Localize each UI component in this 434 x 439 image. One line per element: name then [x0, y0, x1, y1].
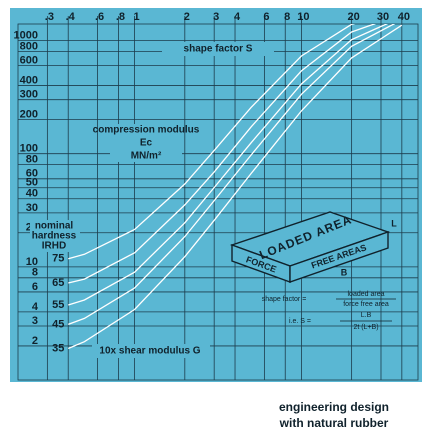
- annotation: L: [391, 218, 397, 228]
- annotation: i.e. S =: [289, 318, 311, 325]
- x-tick-label: .6: [95, 11, 104, 23]
- y-tick-label: 40: [26, 188, 38, 200]
- right-face: [289, 231, 389, 283]
- y-tick-label: 200: [20, 109, 38, 121]
- x-tick-label: 10: [297, 11, 309, 23]
- label-bg: [162, 42, 274, 56]
- x-tick-label: .8: [116, 11, 125, 23]
- label-bg: [92, 344, 210, 358]
- x-tick-label: 4: [234, 11, 241, 23]
- y-tick-label: 8: [32, 267, 38, 279]
- y-tick-label: 100: [20, 143, 38, 155]
- x-tick-label: .3: [45, 11, 54, 23]
- legend-label: 75: [52, 253, 64, 265]
- x-tick-label: .4: [66, 11, 76, 23]
- y-tick-label: 10: [26, 256, 38, 268]
- y-tick-label: 800: [20, 40, 38, 52]
- annotation: L.B: [361, 312, 372, 319]
- annotation: Ec: [140, 138, 153, 149]
- y-tick-label: 4: [32, 301, 39, 313]
- x-tick-label: 30: [377, 11, 389, 23]
- annotation: 2t (L+B): [353, 324, 378, 331]
- annotation: hardness: [32, 231, 77, 242]
- x-tick-label: 3: [213, 11, 219, 23]
- legend-label: 35: [52, 342, 64, 354]
- panel: [10, 8, 422, 382]
- label-bg: [30, 220, 80, 252]
- x-tick-label: 1: [134, 11, 140, 23]
- annotation: force free area: [343, 301, 389, 308]
- annotation: shape factor =: [262, 296, 307, 303]
- grid: [17, 16, 419, 381]
- annotation: 10x shear modulus G: [99, 346, 200, 357]
- annotation: engineering design: [279, 400, 389, 414]
- legend-label: 45: [52, 318, 64, 330]
- labels: .3.4.6.812346810203040234681020304050608…: [14, 11, 410, 358]
- annotation: IRHD: [42, 241, 66, 252]
- curve: [68, 24, 377, 284]
- x-tick-label: 40: [398, 11, 410, 23]
- curve: [67, 24, 396, 326]
- curve: [67, 24, 403, 350]
- curve: [68, 24, 389, 306]
- annotation: B: [341, 267, 348, 277]
- y-tick-label: 300: [20, 89, 38, 101]
- legend-label: 55: [52, 299, 64, 311]
- y-tick-label: 2: [32, 335, 38, 347]
- x-tick-label: 8: [284, 11, 290, 23]
- y-tick-label: 3: [32, 315, 38, 327]
- y-tick-label: 6: [32, 281, 38, 293]
- y-tick-label: 400: [20, 74, 38, 86]
- annotation: nominal: [35, 221, 74, 232]
- y-tick-label: 60: [26, 168, 38, 180]
- inset-diagram: [229, 211, 396, 322]
- x-tick-label: 2: [184, 11, 190, 23]
- x-tick-label: 20: [347, 11, 359, 23]
- curves: [67, 24, 403, 350]
- y-tick-label: 1000: [14, 29, 38, 41]
- y-tick-label: 50: [26, 177, 38, 189]
- y-tick-label: 600: [20, 55, 38, 67]
- y-tick-label: 30: [26, 202, 38, 214]
- label-bg: [110, 124, 182, 162]
- annotation: shape factor S: [184, 44, 253, 55]
- annotation: loaded area: [348, 291, 385, 298]
- legend-label: 65: [52, 277, 64, 289]
- annotation: with natural rubber: [279, 416, 389, 430]
- curve: [68, 24, 356, 260]
- plot-frame: [17, 23, 419, 381]
- x-tick-label: 6: [263, 11, 269, 23]
- annotation: MN/m²: [131, 151, 162, 162]
- y-tick-label: 80: [26, 154, 38, 166]
- annotation: compression modulus: [93, 125, 200, 136]
